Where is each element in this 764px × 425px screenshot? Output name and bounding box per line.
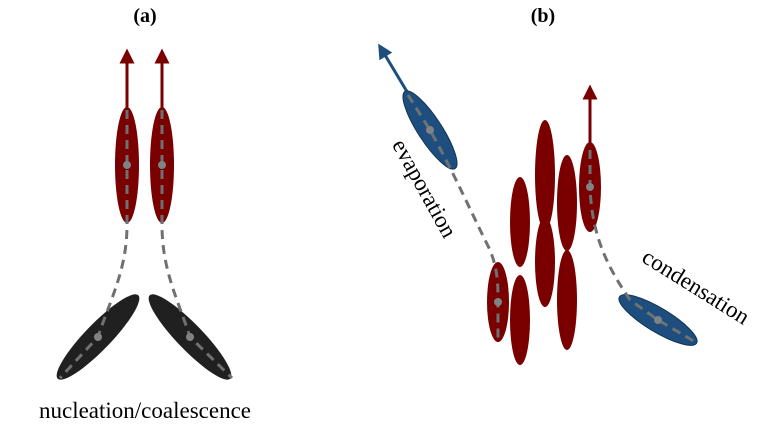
panel-label: (a) (133, 5, 156, 27)
caption: nucleation/coalescence (39, 398, 251, 423)
panel-a (48, 56, 239, 388)
diagram: (a) nucleation/coalescence (b) evaporati… (0, 0, 764, 425)
panel-label: (b) (531, 5, 555, 27)
